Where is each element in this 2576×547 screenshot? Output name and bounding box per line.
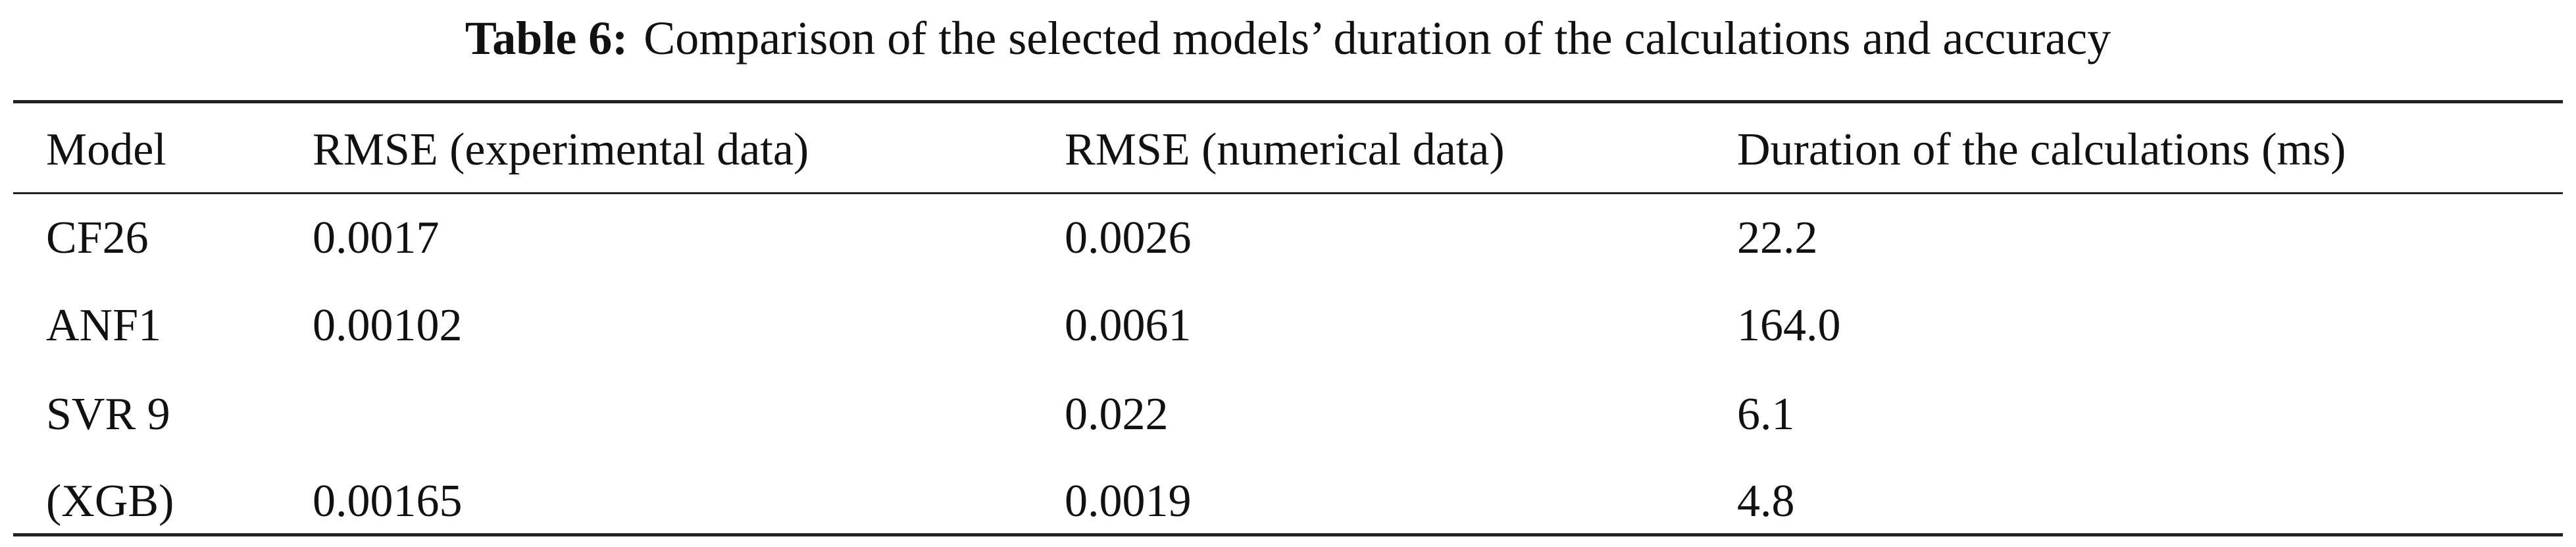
header-cell: Duration of the calculations (ms): [1737, 124, 2346, 175]
table-cell: CF26: [46, 213, 149, 263]
table-cell: 0.00165: [313, 476, 463, 527]
table-cell: 0.0026: [1065, 213, 1192, 263]
table-cell: ANF1: [46, 300, 162, 351]
caption-label: Table 6:: [465, 12, 628, 65]
caption-text: Comparison of the selected models’ durat…: [644, 12, 2111, 65]
header-cell: Model: [46, 124, 166, 175]
header-rule: [13, 192, 2563, 194]
header-cell: RMSE (experimental data): [313, 124, 809, 175]
table-cell: 0.0017: [313, 213, 440, 263]
header-cell: RMSE (numerical data): [1065, 124, 1505, 175]
table-cell: 0.0019: [1065, 476, 1192, 527]
table-cell: 0.0061: [1065, 300, 1192, 351]
table-cell: 164.0: [1737, 300, 1841, 351]
table-cell: SVR 9: [46, 389, 170, 440]
top-rule: [13, 100, 2563, 103]
table-cell: 4.8: [1737, 476, 1795, 527]
table-cell: 0.022: [1065, 389, 1169, 440]
table-cell: (XGB): [46, 476, 174, 527]
table-caption: Table 6: Comparison of the selected model…: [0, 12, 2576, 65]
table-cell: 6.1: [1737, 389, 1795, 440]
table-cell: 22.2: [1737, 213, 1818, 263]
table-cell: 0.00102: [313, 300, 463, 351]
bottom-rule: [13, 533, 2563, 536]
